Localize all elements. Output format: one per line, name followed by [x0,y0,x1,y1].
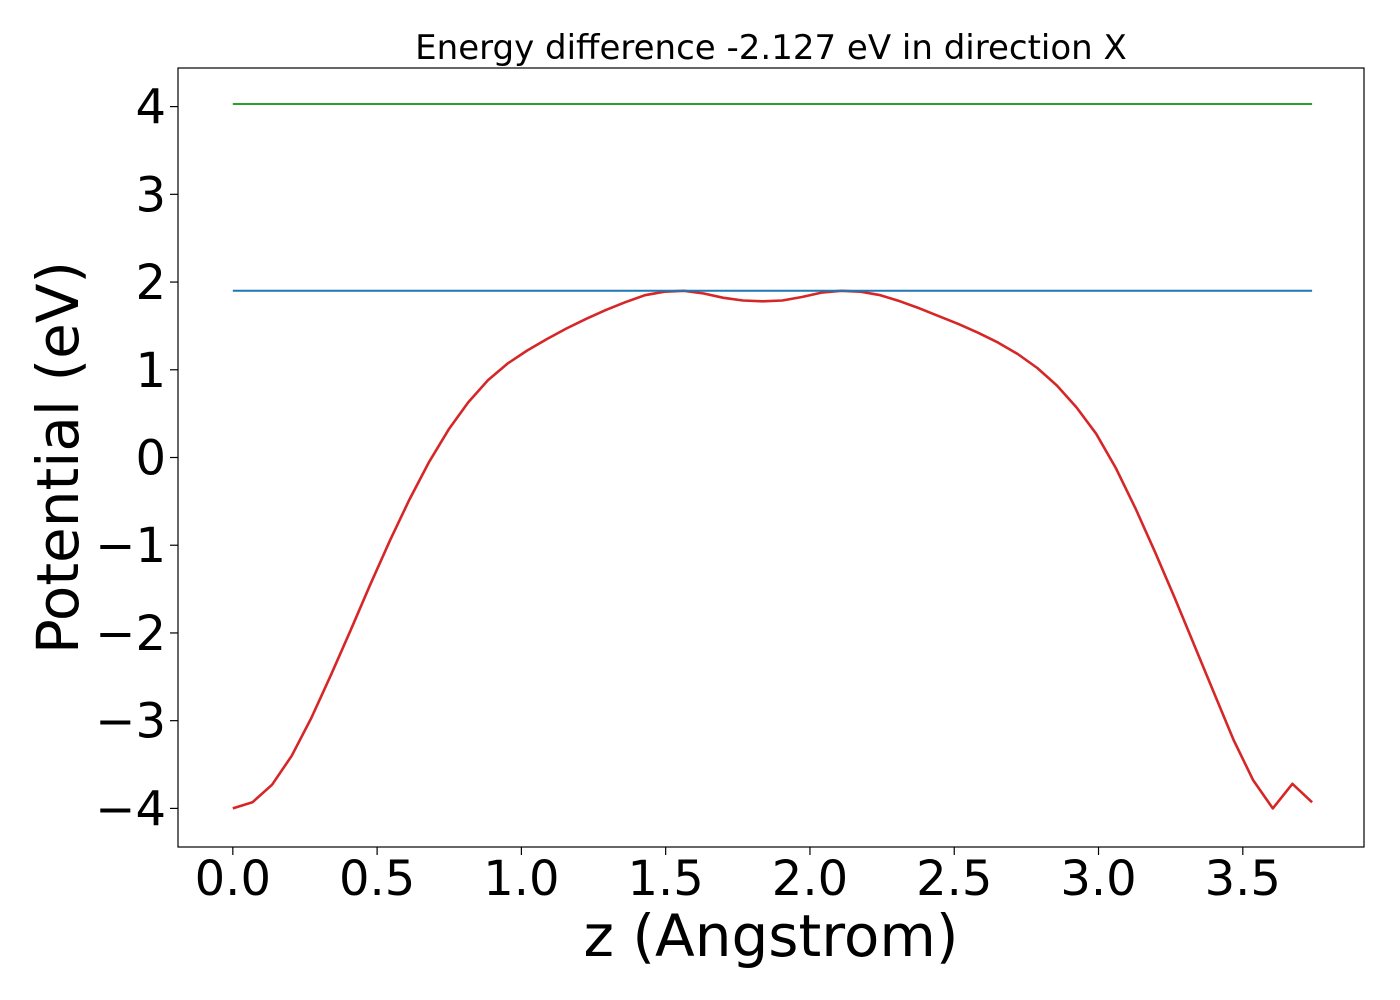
y-tick-label: 1 [135,343,166,399]
x-axis-ticks: 0.0 0.5 1.0 1.5 2.0 2.5 3.0 3.5 [195,847,1281,907]
y-tick-label: −2 [95,606,166,662]
y-tick-label: −4 [95,781,166,837]
plot-series [232,103,1313,810]
x-tick-label: 1.5 [628,851,704,907]
x-tick-label: 3.5 [1205,851,1281,907]
x-tick-label: 0.5 [339,851,415,907]
x-tick-label: 1.0 [483,851,559,907]
y-tick-label: −3 [95,694,166,750]
y-tick-label: −1 [95,518,166,574]
x-tick-label: 2.0 [772,851,848,907]
axes-frame [177,67,1365,848]
y-tick-label: 0 [135,431,166,487]
chart-title: Energy difference -2.127 eV in direction… [415,28,1127,68]
x-axis-label: z (Angstrom) [584,902,959,970]
y-axis-label: Potential (eV) [24,261,92,654]
y-tick-label: 2 [135,255,166,311]
y-axis-ticks: 4 3 2 1 0 −1 −2 −3 −4 [95,80,178,837]
y-tick-label: 3 [135,167,166,223]
series-line-0 [232,289,1313,810]
y-tick-label: 4 [135,80,166,136]
x-tick-label: 0.0 [195,851,271,907]
x-tick-label: 3.0 [1060,851,1136,907]
x-tick-label: 2.5 [916,851,992,907]
